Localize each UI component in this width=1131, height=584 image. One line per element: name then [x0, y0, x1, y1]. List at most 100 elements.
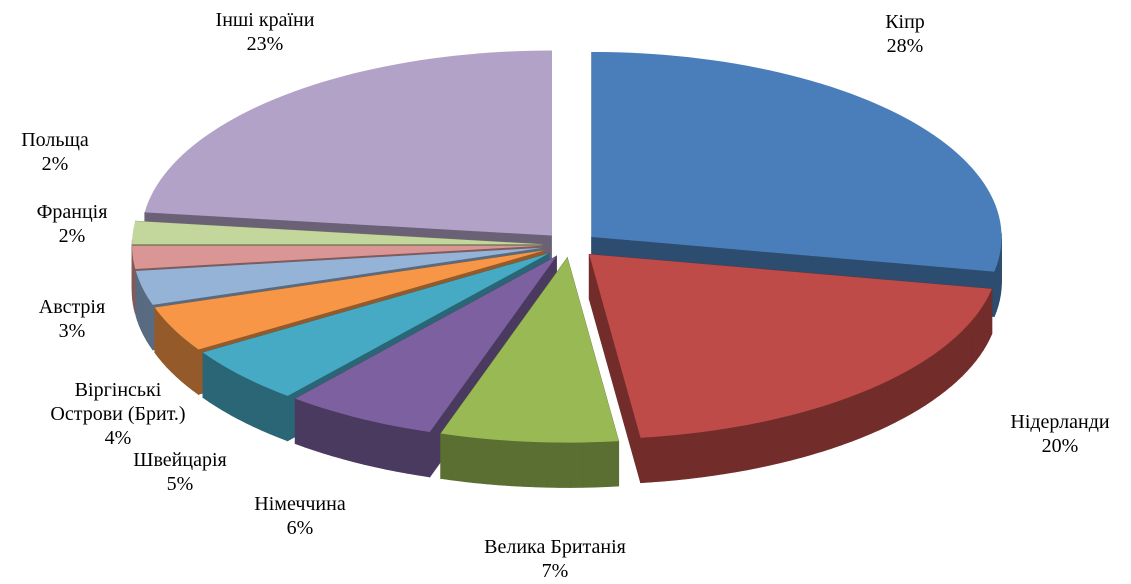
slice-side: [983, 298, 987, 352]
value-label: 20%: [1041, 435, 1079, 457]
category-label: Кіпр: [885, 11, 925, 33]
slice-side: [700, 430, 713, 478]
slice-side: [202, 351, 210, 403]
slice-side: [790, 412, 802, 461]
slice-side: [956, 330, 963, 382]
slice-side: [237, 373, 246, 424]
slice-side: [932, 349, 940, 401]
slice-side: [440, 433, 453, 481]
slice: [440, 257, 619, 443]
slice-side: [676, 433, 690, 481]
value-label: 2%: [58, 225, 86, 247]
slice-side: [989, 288, 993, 340]
slice-side: [374, 421, 386, 470]
value-label: 2%: [41, 153, 69, 175]
slice-side: [951, 335, 958, 387]
slice-side: [269, 388, 280, 438]
slice-side: [385, 423, 397, 472]
slice-side: [841, 395, 852, 446]
slice-side: [475, 437, 488, 485]
slice: [295, 256, 557, 433]
slice-side: [546, 442, 560, 488]
value-label: 6%: [286, 517, 314, 539]
slice-side: [510, 440, 524, 487]
data-label: Велика Британія 7%: [445, 535, 665, 583]
slice-side: [396, 426, 408, 474]
slice: [132, 245, 543, 269]
slice-side: [746, 422, 759, 471]
value-label: 4%: [104, 427, 132, 449]
slice-side: [801, 409, 813, 458]
value-label: 7%: [541, 560, 569, 582]
slice-side: [821, 402, 833, 452]
slice-side: [594, 441, 608, 488]
slice: [144, 50, 552, 236]
slice-side: [582, 441, 596, 488]
data-label: Австрія 3%: [0, 295, 172, 343]
slice-side: [869, 384, 879, 435]
slice-side: [831, 399, 843, 449]
slice-side: [975, 309, 981, 362]
slice-side: [343, 413, 355, 463]
slice: [135, 247, 543, 305]
slice: [591, 51, 1002, 272]
slice-side: [903, 368, 912, 419]
slice: [132, 221, 543, 245]
slice-side: [606, 440, 620, 488]
slice-side: [652, 435, 666, 483]
slice-side: [757, 420, 770, 469]
data-label: Інші країни 23%: [165, 8, 365, 56]
category-label: Німеччина: [254, 493, 346, 515]
slice-side: [966, 319, 973, 372]
value-label: 5%: [166, 473, 194, 495]
slice-side: [570, 442, 584, 488]
slice-side: [175, 330, 182, 382]
slice-side: [278, 392, 288, 442]
slice-side: [253, 381, 262, 431]
slice-side: [558, 442, 572, 488]
slice-side: [304, 401, 315, 451]
slice-side: [860, 388, 871, 439]
slice-side: [229, 369, 238, 420]
slice-side: [323, 407, 334, 457]
slice-side: [407, 428, 419, 476]
slice-side: [851, 392, 862, 442]
slice-side: [486, 438, 500, 486]
category-label: Велика Британія: [484, 536, 626, 558]
slice-side: [353, 416, 365, 465]
slice-side: [723, 426, 736, 475]
slice-side: [245, 377, 254, 428]
slice-side: [363, 419, 376, 468]
slice-side: [918, 359, 927, 410]
slice-side: [498, 439, 512, 487]
slice-side: [522, 441, 536, 488]
slice-side: [811, 406, 823, 455]
slice-side: [534, 441, 548, 488]
slice-side: [451, 434, 465, 482]
slice-side: [170, 326, 177, 378]
slice-side: [712, 428, 725, 477]
slice-side: [261, 384, 271, 435]
slice-side: [208, 356, 217, 407]
slice-side: [986, 294, 990, 345]
slice: [589, 254, 992, 438]
slice-side: [945, 340, 952, 392]
data-label: Віргінські Острови (Брит.) 4%: [38, 378, 198, 450]
slice-side: [735, 424, 748, 473]
slice-side: [886, 376, 896, 427]
slice-side: [222, 364, 231, 416]
slice-side: [895, 372, 904, 423]
slice-side: [664, 434, 678, 482]
slice-side: [192, 344, 199, 396]
slice-side: [418, 429, 431, 478]
slice-side: [994, 266, 997, 317]
category-label: Нідерланди: [1010, 411, 1110, 433]
slice-side: [925, 354, 933, 406]
data-label: Німеччина 6%: [200, 492, 400, 540]
slice: [154, 250, 545, 350]
category-label: Франція: [36, 201, 108, 223]
slice-side: [688, 431, 701, 480]
data-label: Швейцарія 5%: [80, 448, 280, 496]
value-label: 23%: [246, 33, 284, 55]
